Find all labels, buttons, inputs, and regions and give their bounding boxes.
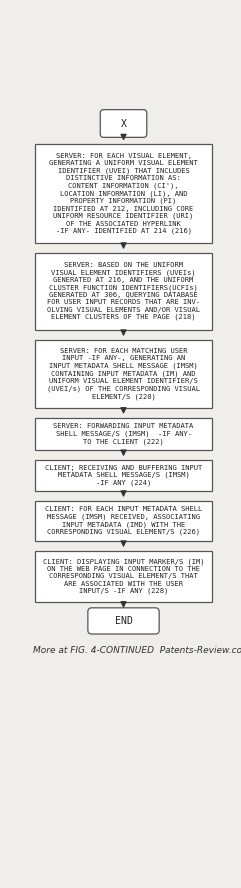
Text: SERVER: FOR EACH MATCHING USER
INPUT -IF ANY-, GENERATING AN
INPUT METADATA SHEL: SERVER: FOR EACH MATCHING USER INPUT -IF…	[47, 348, 200, 400]
FancyBboxPatch shape	[35, 551, 212, 602]
Text: CLIENT; RECEIVING AND BUFFERING INPUT
METADATA SHELL MESSAGE/S (IMSM)
-IF ANY (2: CLIENT; RECEIVING AND BUFFERING INPUT ME…	[45, 464, 202, 486]
Text: SERVER: FORWARDING INPUT METADATA
SHELL MESSAGE/S (IMSM)  -IF ANY-
TO THE CLIENT: SERVER: FORWARDING INPUT METADATA SHELL …	[54, 423, 194, 445]
FancyBboxPatch shape	[88, 607, 159, 634]
FancyBboxPatch shape	[35, 501, 212, 541]
Text: CLIENT: FOR EACH INPUT METADATA SHELL
MESSAGE (IMSM) RECEIVED, ASSOCIATING
INPUT: CLIENT: FOR EACH INPUT METADATA SHELL ME…	[45, 506, 202, 535]
FancyBboxPatch shape	[35, 253, 212, 329]
Text: END: END	[114, 616, 133, 626]
FancyBboxPatch shape	[35, 144, 212, 242]
FancyBboxPatch shape	[35, 460, 212, 491]
Text: SERVER: FOR EACH VISUAL ELEMENT,
GENERATING A UNIFORM VISUAL ELEMENT
IDENTIFIER : SERVER: FOR EACH VISUAL ELEMENT, GENERAT…	[49, 153, 198, 234]
FancyBboxPatch shape	[35, 340, 212, 408]
FancyBboxPatch shape	[35, 417, 212, 450]
Text: More at FIG. 4-CONTINUED  Patents-Review.com/U: More at FIG. 4-CONTINUED Patents-Review.…	[33, 646, 241, 654]
Text: CLIENT: DISPLAYING INPUT MARKER/S (IM)
ON THE WEB PAGE IN CONNECTION TO THE
CORR: CLIENT: DISPLAYING INPUT MARKER/S (IM) O…	[43, 559, 204, 594]
FancyBboxPatch shape	[100, 109, 147, 138]
Text: SERVER: BASED ON THE UNIFORM
VISUAL ELEMENT IDENTIFIERS (UVEIs)
GENERATED AT 216: SERVER: BASED ON THE UNIFORM VISUAL ELEM…	[47, 262, 200, 321]
Text: X: X	[120, 118, 127, 129]
